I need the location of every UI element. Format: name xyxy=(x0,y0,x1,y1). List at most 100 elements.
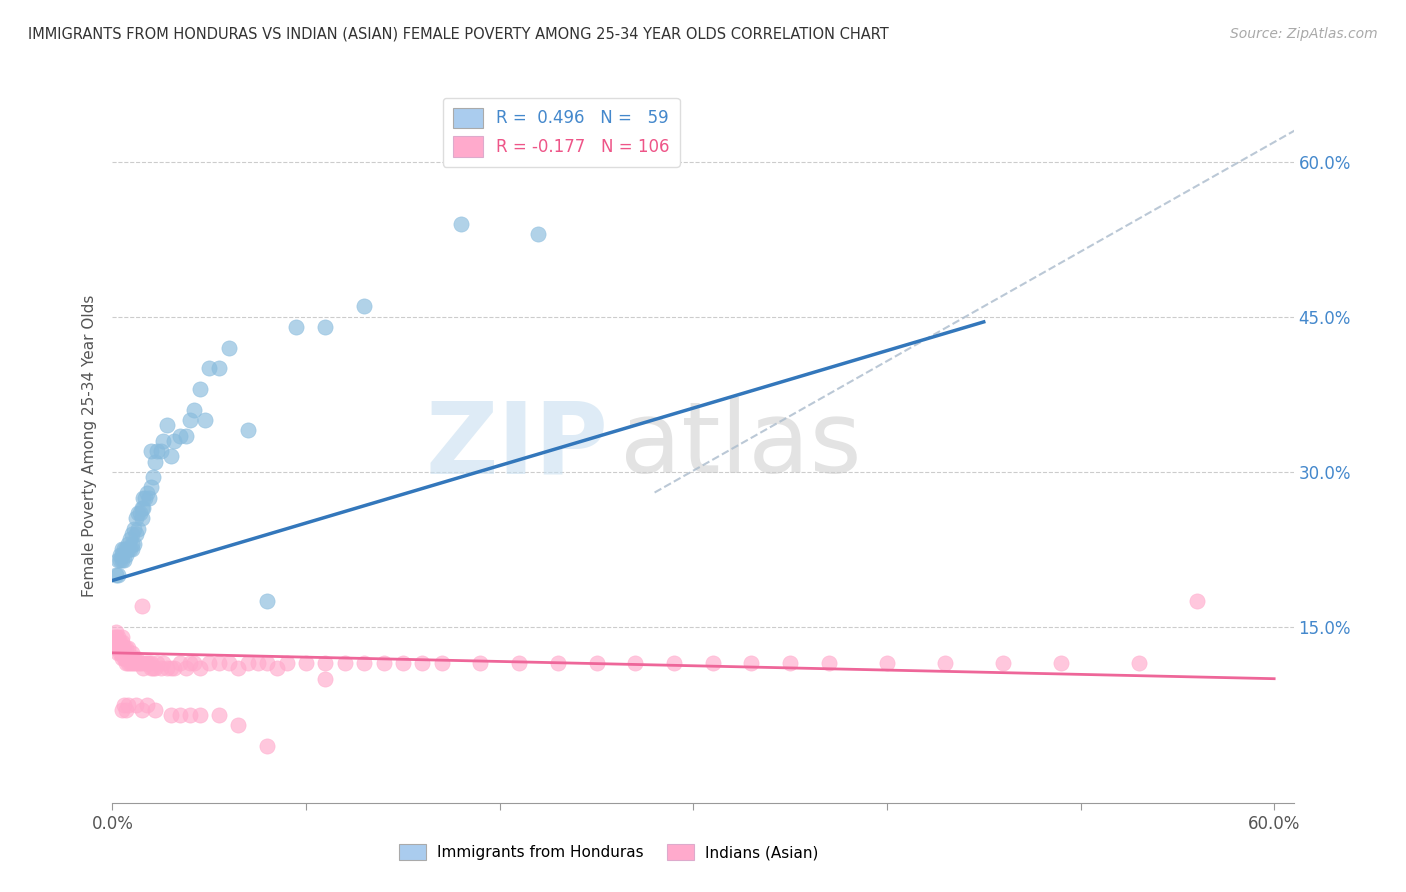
Point xyxy=(430,656,453,670)
Point xyxy=(156,418,179,433)
Point xyxy=(141,656,163,670)
Text: IMMIGRANTS FROM HONDURAS VS INDIAN (ASIAN) FEMALE POVERTY AMONG 25-34 YEAR OLDS : IMMIGRANTS FROM HONDURAS VS INDIAN (ASIA… xyxy=(28,27,889,42)
Point xyxy=(143,661,166,675)
Point xyxy=(141,480,163,494)
Point xyxy=(314,672,336,686)
Point xyxy=(110,548,132,562)
Point xyxy=(121,527,143,541)
Point xyxy=(103,630,125,644)
Point xyxy=(1050,656,1073,670)
Point xyxy=(183,402,205,417)
Point xyxy=(818,656,841,670)
Point xyxy=(117,656,139,670)
Point xyxy=(131,511,153,525)
Point xyxy=(125,511,148,525)
Point xyxy=(208,361,231,376)
Point xyxy=(127,656,149,670)
Point xyxy=(373,656,395,670)
Y-axis label: Female Poverty Among 25-34 Year Olds: Female Poverty Among 25-34 Year Olds xyxy=(82,295,97,597)
Point xyxy=(107,635,129,649)
Point xyxy=(333,656,356,670)
Point xyxy=(198,361,221,376)
Point xyxy=(103,635,125,649)
Point xyxy=(105,630,128,644)
Point xyxy=(266,661,288,675)
Point xyxy=(256,594,278,608)
Point xyxy=(163,434,186,448)
Point xyxy=(295,656,318,670)
Point xyxy=(105,568,128,582)
Point xyxy=(118,651,141,665)
Point xyxy=(115,542,138,557)
Point xyxy=(111,630,134,644)
Text: ZIP: ZIP xyxy=(426,398,609,494)
Point xyxy=(208,707,231,722)
Point xyxy=(110,646,132,660)
Point xyxy=(122,651,145,665)
Point xyxy=(110,640,132,655)
Point xyxy=(662,656,685,670)
Point xyxy=(1185,594,1208,608)
Point xyxy=(141,444,163,458)
Point xyxy=(152,656,174,670)
Point xyxy=(111,548,134,562)
Point xyxy=(125,698,148,712)
Point xyxy=(138,656,160,670)
Point xyxy=(547,656,569,670)
Point xyxy=(470,656,492,670)
Point xyxy=(218,341,240,355)
Point xyxy=(392,656,415,670)
Point xyxy=(188,707,211,722)
Point xyxy=(142,470,165,484)
Point xyxy=(136,485,159,500)
Point xyxy=(127,522,149,536)
Point xyxy=(115,651,138,665)
Point xyxy=(246,656,269,670)
Point xyxy=(131,599,153,614)
Point xyxy=(624,656,647,670)
Point xyxy=(105,625,128,640)
Point xyxy=(118,656,141,670)
Point xyxy=(111,703,134,717)
Point xyxy=(131,656,153,670)
Point xyxy=(169,428,191,442)
Point xyxy=(527,227,550,241)
Point xyxy=(127,506,149,520)
Point xyxy=(276,656,298,670)
Point xyxy=(143,454,166,468)
Point xyxy=(117,542,139,557)
Point xyxy=(125,651,148,665)
Point xyxy=(117,537,139,551)
Point xyxy=(236,424,259,438)
Point xyxy=(149,661,172,675)
Point xyxy=(188,382,211,396)
Point xyxy=(508,656,530,670)
Point xyxy=(136,656,159,670)
Text: atlas: atlas xyxy=(620,398,862,494)
Legend: Immigrants from Honduras, Indians (Asian): Immigrants from Honduras, Indians (Asian… xyxy=(392,838,824,866)
Point xyxy=(159,707,181,722)
Point xyxy=(112,542,135,557)
Point xyxy=(208,656,231,670)
Point xyxy=(991,656,1014,670)
Point xyxy=(118,532,141,546)
Point xyxy=(110,635,132,649)
Point xyxy=(142,661,165,675)
Point xyxy=(131,501,153,516)
Point xyxy=(117,640,139,655)
Point xyxy=(169,707,191,722)
Point xyxy=(314,656,336,670)
Point xyxy=(183,656,205,670)
Point xyxy=(188,661,211,675)
Point xyxy=(585,656,607,670)
Point xyxy=(179,413,201,427)
Point xyxy=(128,506,150,520)
Point xyxy=(174,428,197,442)
Point xyxy=(111,542,134,557)
Point xyxy=(1128,656,1150,670)
Text: Source: ZipAtlas.com: Source: ZipAtlas.com xyxy=(1230,27,1378,41)
Point xyxy=(149,444,172,458)
Point xyxy=(131,703,153,717)
Point xyxy=(112,553,135,567)
Point xyxy=(132,491,155,505)
